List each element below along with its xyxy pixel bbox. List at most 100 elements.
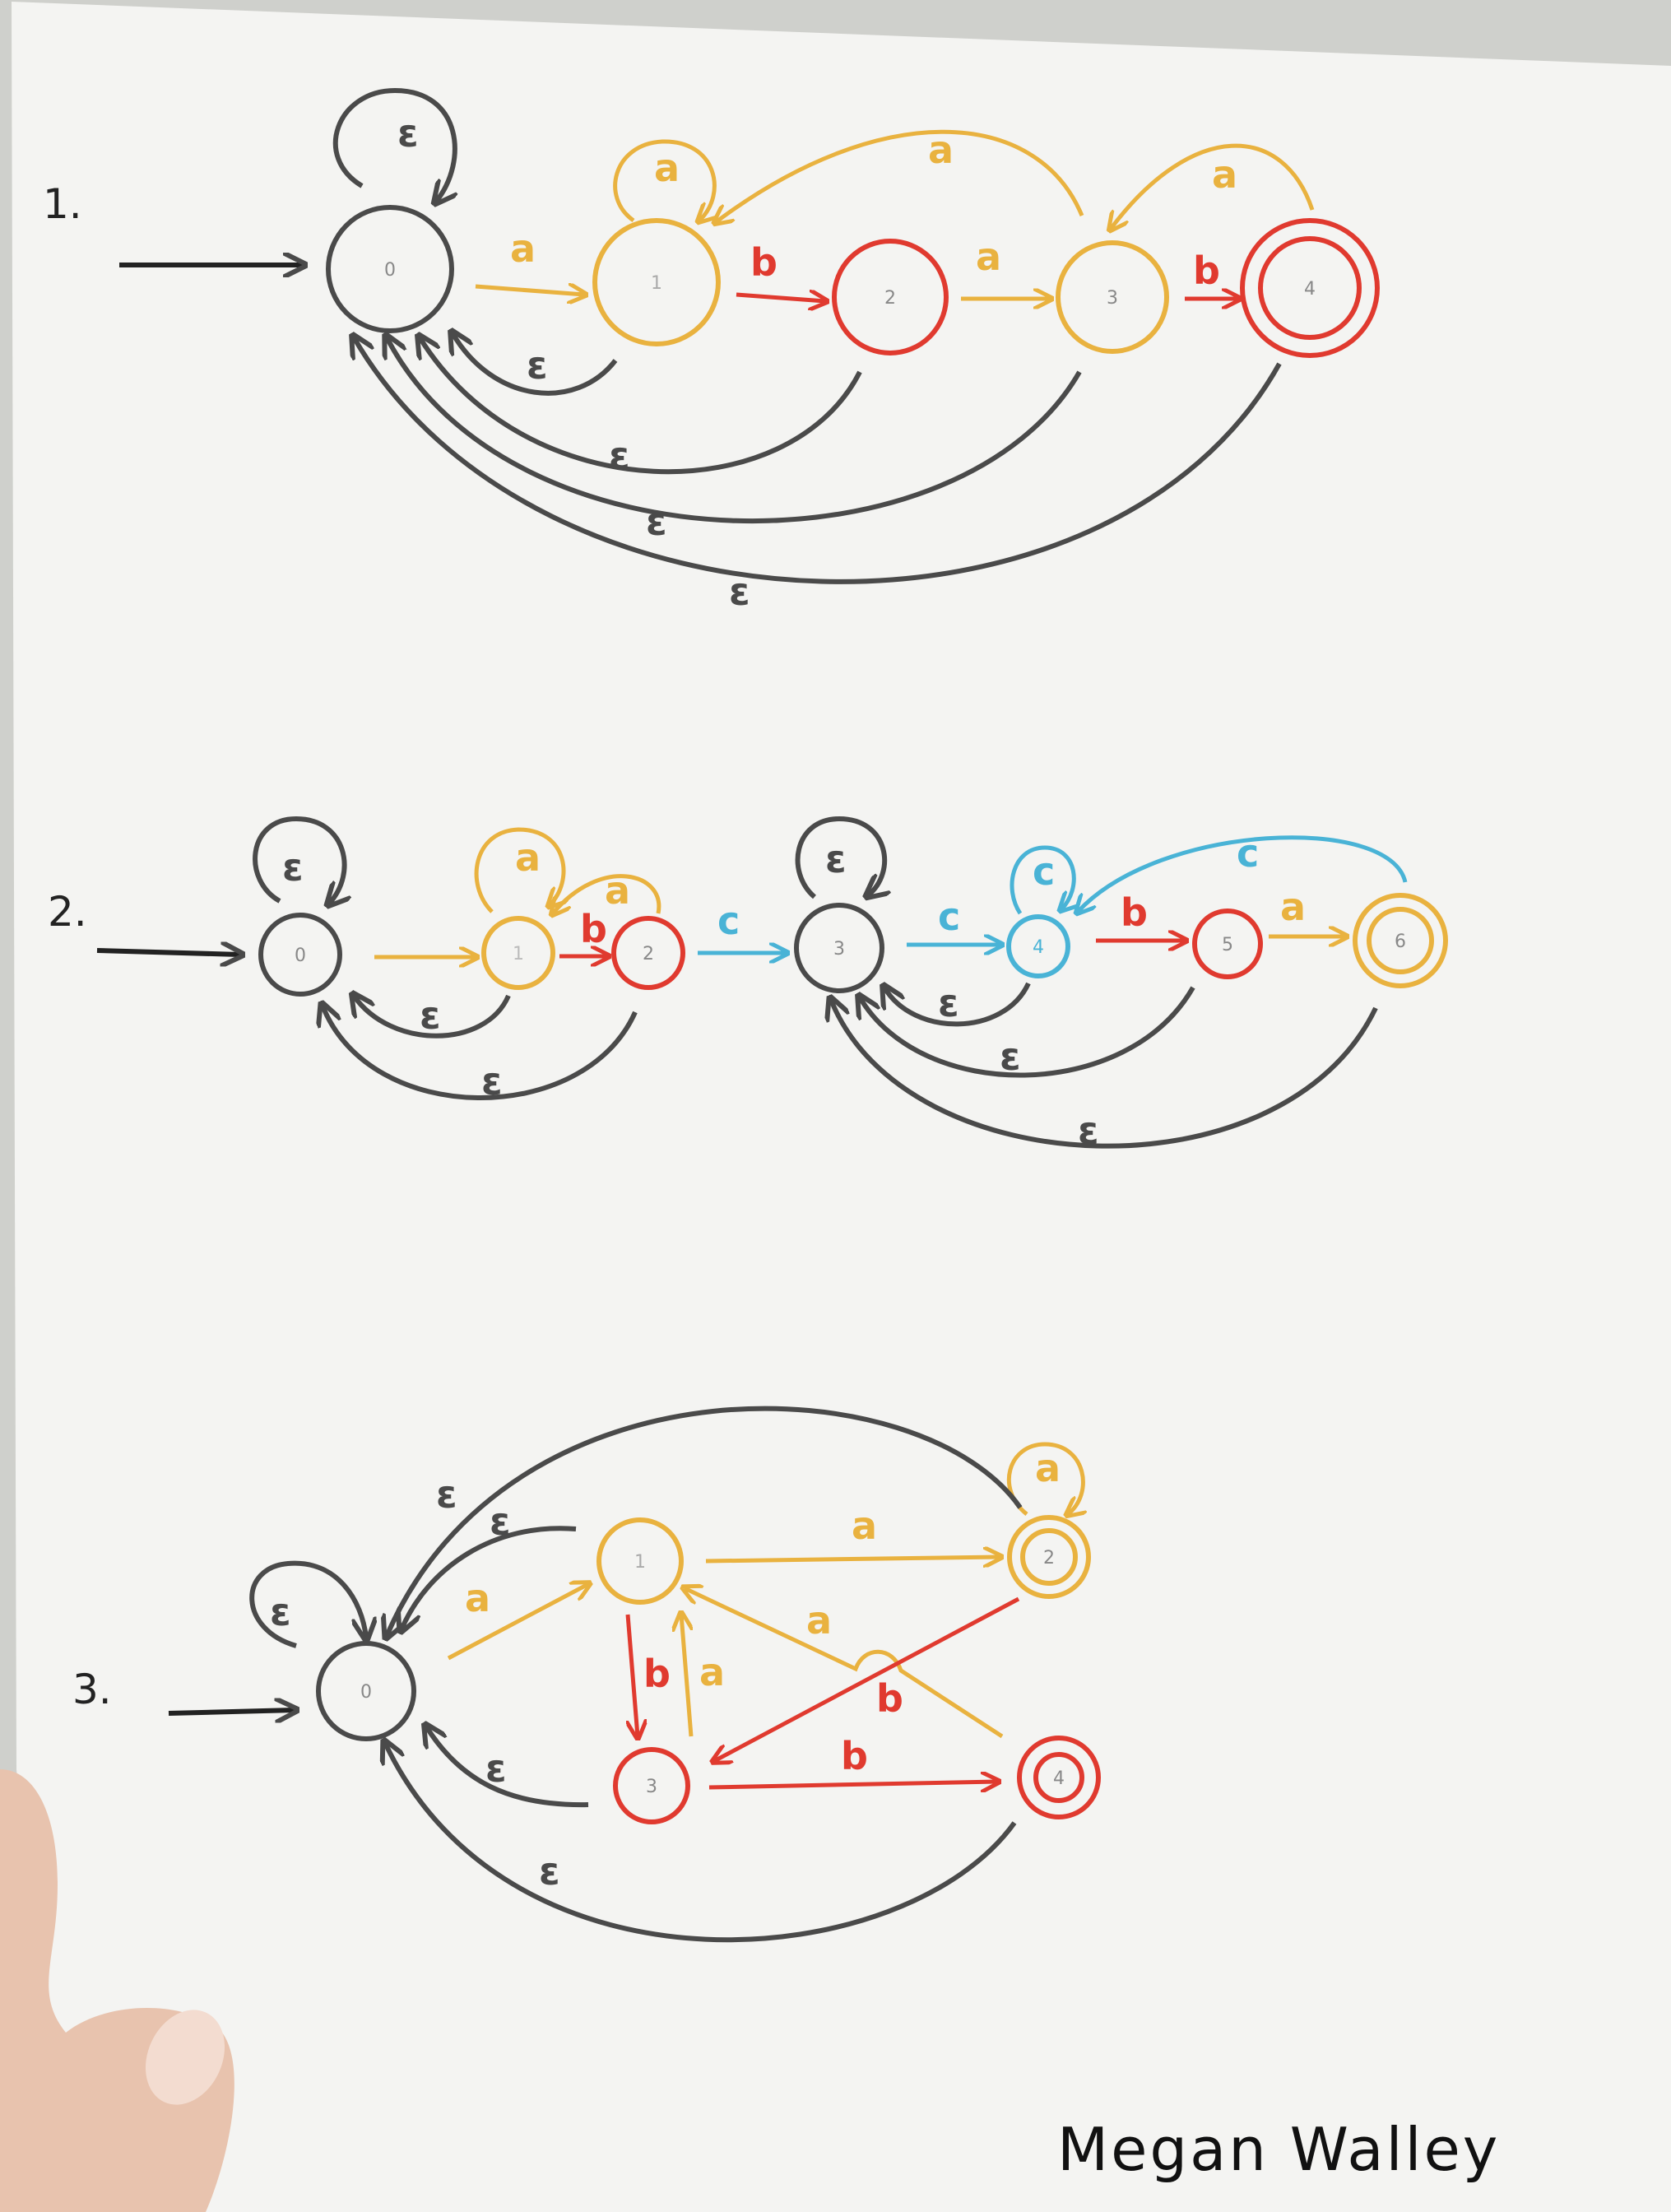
edge-label: a [1280, 885, 1306, 929]
edge-label: a [515, 835, 541, 880]
edge-label: a [465, 1576, 490, 1620]
state-node: 4 [1006, 914, 1070, 978]
accepting-state-node: 2 [1007, 1515, 1091, 1599]
edge-label: ε [1078, 1108, 1099, 1153]
edge-label: ε [1000, 1034, 1021, 1079]
edge-label: a [1212, 152, 1237, 197]
edge-label: a [852, 1503, 877, 1548]
edge-6-4 [1078, 835, 1408, 912]
edge-0-0 [249, 1560, 366, 1648]
state-label: 0 [360, 1682, 372, 1703]
edge-4-3 [884, 983, 1031, 1027]
edge-label: c [717, 899, 740, 943]
edge-3-0 [426, 1726, 589, 1808]
state-label: 4 [1033, 937, 1044, 958]
state-label: 0 [384, 260, 396, 281]
edge-1-2 [705, 1557, 1000, 1561]
state-label: 1 [651, 273, 662, 294]
state-node: 2 [611, 916, 685, 990]
state-node: 5 [1192, 908, 1263, 979]
edge-0-1 [475, 286, 584, 295]
edge-3-1 [716, 129, 1084, 222]
edge-label: ε [539, 1849, 560, 1894]
signature: Megan Walley [1057, 2115, 1500, 2184]
edge-4-0 [385, 1743, 1017, 1943]
edge-label: c [938, 895, 960, 939]
edge-6-3 [831, 1000, 1378, 1149]
edge-label: a [928, 128, 954, 172]
edge-3-4 [708, 1782, 997, 1787]
state-node: 3 [613, 1747, 690, 1824]
state-node: 1 [592, 218, 721, 346]
state-label: 6 [1395, 932, 1406, 952]
diagram-1-number: 1. [43, 180, 82, 228]
state-label: 5 [1222, 935, 1233, 955]
edge-label: ε [282, 845, 304, 890]
edge-4-0 [354, 337, 1282, 584]
state-label: 1 [634, 1552, 646, 1573]
edge-label: c [1033, 849, 1055, 894]
state-node: 0 [258, 913, 342, 997]
state-label: 4 [1304, 279, 1316, 300]
edge-2-0 [420, 337, 862, 475]
edge-2-0 [387, 1406, 1023, 1636]
edge-label: b [750, 240, 777, 285]
state-node: 1 [481, 916, 555, 990]
paper-sheet [12, 2, 1671, 2212]
edge-label: a [1035, 1446, 1061, 1490]
state-label: 2 [643, 944, 654, 964]
state-node: 3 [1056, 240, 1169, 354]
edge-3-3 [795, 816, 885, 897]
edge-0-0 [332, 87, 455, 202]
edge-label: ε [270, 1590, 291, 1634]
edge-4-4 [1010, 845, 1074, 913]
edge-label: a [699, 1650, 725, 1694]
edge-label: b [876, 1676, 903, 1721]
diagram-2-number: 2. [48, 888, 87, 936]
state-node: 1 [596, 1517, 684, 1605]
edge-label: a [605, 868, 630, 913]
edge-2-1 [553, 874, 661, 913]
edge-label: c [1237, 831, 1259, 876]
edge-label: b [1193, 249, 1220, 293]
edge-label: b [1121, 890, 1148, 935]
edge-3-1 [681, 1615, 694, 1737]
state-label: 2 [884, 288, 896, 309]
accepting-state-node: 4 [1240, 218, 1380, 358]
edge-label: ε [609, 434, 630, 478]
diagram-2: 0 1 2 3 4 5 6 ε [96, 816, 1448, 1153]
edge-1-0 [453, 333, 618, 396]
state-label: 0 [295, 946, 306, 966]
edge-label: ε [825, 837, 847, 881]
edge-1-3 [625, 1614, 638, 1736]
edge-label: b [643, 1652, 671, 1696]
edge-label: ε [646, 500, 667, 544]
state-label: 4 [1053, 1768, 1065, 1789]
edge-label: ε [729, 569, 750, 614]
diagram-1: 0 1 2 3 4 ε a a b a [119, 87, 1380, 614]
edge-1-0 [354, 996, 511, 1039]
start-arrow [96, 950, 240, 955]
edge-label: ε [527, 343, 548, 388]
edge-label: ε [938, 981, 959, 1025]
edge-2-2 [1006, 1442, 1083, 1514]
state-label: 1 [513, 944, 524, 964]
start-arrow [168, 1710, 295, 1713]
edge-label: ε [397, 111, 419, 156]
accepting-state-node: 4 [1017, 1736, 1101, 1819]
edge-5-3 [860, 986, 1195, 1078]
thumbnail [145, 2010, 225, 2105]
edge-label: ε [420, 993, 441, 1038]
state-label: 2 [1043, 1548, 1055, 1568]
edge-1-2 [736, 295, 825, 301]
edge-2-0 [323, 1006, 638, 1100]
edge-1-1 [613, 139, 715, 221]
accepting-state-node: 6 [1353, 893, 1448, 988]
edge-label: a [510, 226, 536, 271]
edge-label: b [841, 1734, 868, 1778]
edge-1-1 [474, 827, 564, 913]
edge-0-0 [253, 816, 345, 904]
edge-label: a [976, 235, 1001, 279]
edge-3-0 [387, 337, 1082, 524]
